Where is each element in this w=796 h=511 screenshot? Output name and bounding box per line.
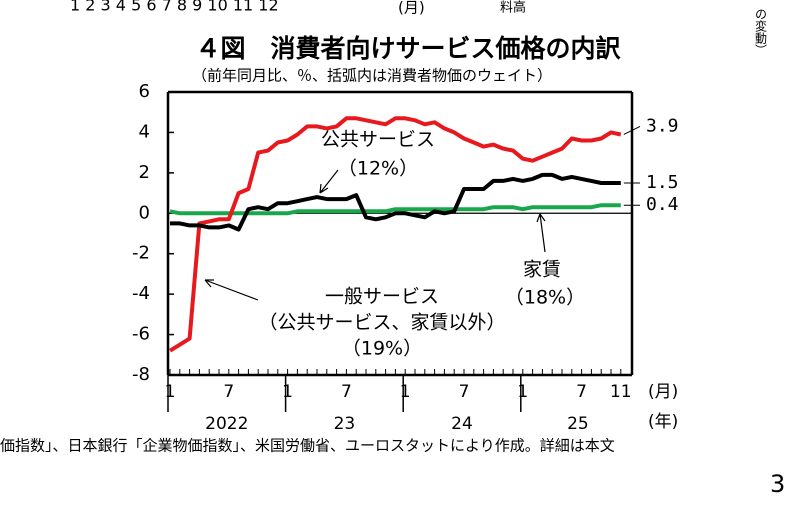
y-tick-label: 4 [139, 121, 150, 142]
annotation: （18%） [505, 287, 585, 309]
annotation: 一般サービス [325, 286, 439, 308]
series-line [170, 172, 621, 232]
year-label: 24 [451, 414, 473, 434]
footnote: 価指数」、日本銀行「企業物価指数」、米国労働省、ユーロスタットにより作成。詳細は… [0, 437, 615, 455]
top-month-scale: 1 2 3 4 5 6 7 8 9 10 11 12 [70, 0, 279, 15]
annotation: （12%） [338, 158, 418, 180]
top-month-unit: (月) [398, 0, 425, 17]
x-tick-label: 7 [459, 382, 470, 402]
x-tick-label: 1 [517, 382, 528, 402]
series-line [168, 116, 622, 353]
side-fragment: の変動） [754, 8, 768, 56]
y-tick-label: -8 [132, 364, 150, 385]
arrow [204, 279, 259, 301]
chart-subtitle: （前年同月比、％、括弧内は消費者物価のウェイト） [192, 67, 552, 85]
x-tick-label: 11 [610, 382, 632, 402]
y-tick-label: -2 [132, 243, 150, 264]
y-tick-label: 2 [139, 162, 150, 183]
x-tick-label: 7 [223, 382, 234, 402]
page-number: 3 [770, 470, 785, 498]
year-label: 25 [567, 414, 589, 434]
arrows [204, 169, 546, 301]
annotation: 公共サービス [321, 129, 435, 151]
annotation: （19%） [342, 338, 422, 360]
x-unit: (月) [648, 382, 678, 402]
y-tick-label: -6 [132, 324, 150, 345]
y-tick-label: -4 [132, 283, 150, 304]
x-tick-label: 1 [165, 382, 176, 402]
x-tick-label: 1 [400, 382, 411, 402]
arrow [536, 213, 546, 253]
top-fragment: 料高 [500, 0, 526, 16]
end-connector [623, 126, 641, 135]
x-tick-label: 1 [282, 382, 293, 402]
end-label: 0.4 [646, 194, 679, 215]
end-label: 3.9 [646, 115, 679, 136]
y-tick-label: 0 [139, 202, 150, 223]
arrow [319, 169, 339, 194]
end-label: 1.5 [646, 172, 679, 193]
x-tick-label: 7 [341, 382, 352, 402]
annotation: （公共サービス、家賃以外） [258, 312, 505, 334]
chart-title: ４図 消費者向けサービス価格の内訳 [195, 34, 621, 63]
year-label: 23 [334, 414, 356, 434]
y-tick-label: 6 [139, 81, 150, 102]
annotation: 家賃 [523, 259, 561, 281]
year-label: 2022 [205, 414, 248, 434]
plot [166, 90, 634, 377]
x-tick-label: 7 [576, 382, 587, 402]
year-unit: (年) [648, 412, 678, 432]
